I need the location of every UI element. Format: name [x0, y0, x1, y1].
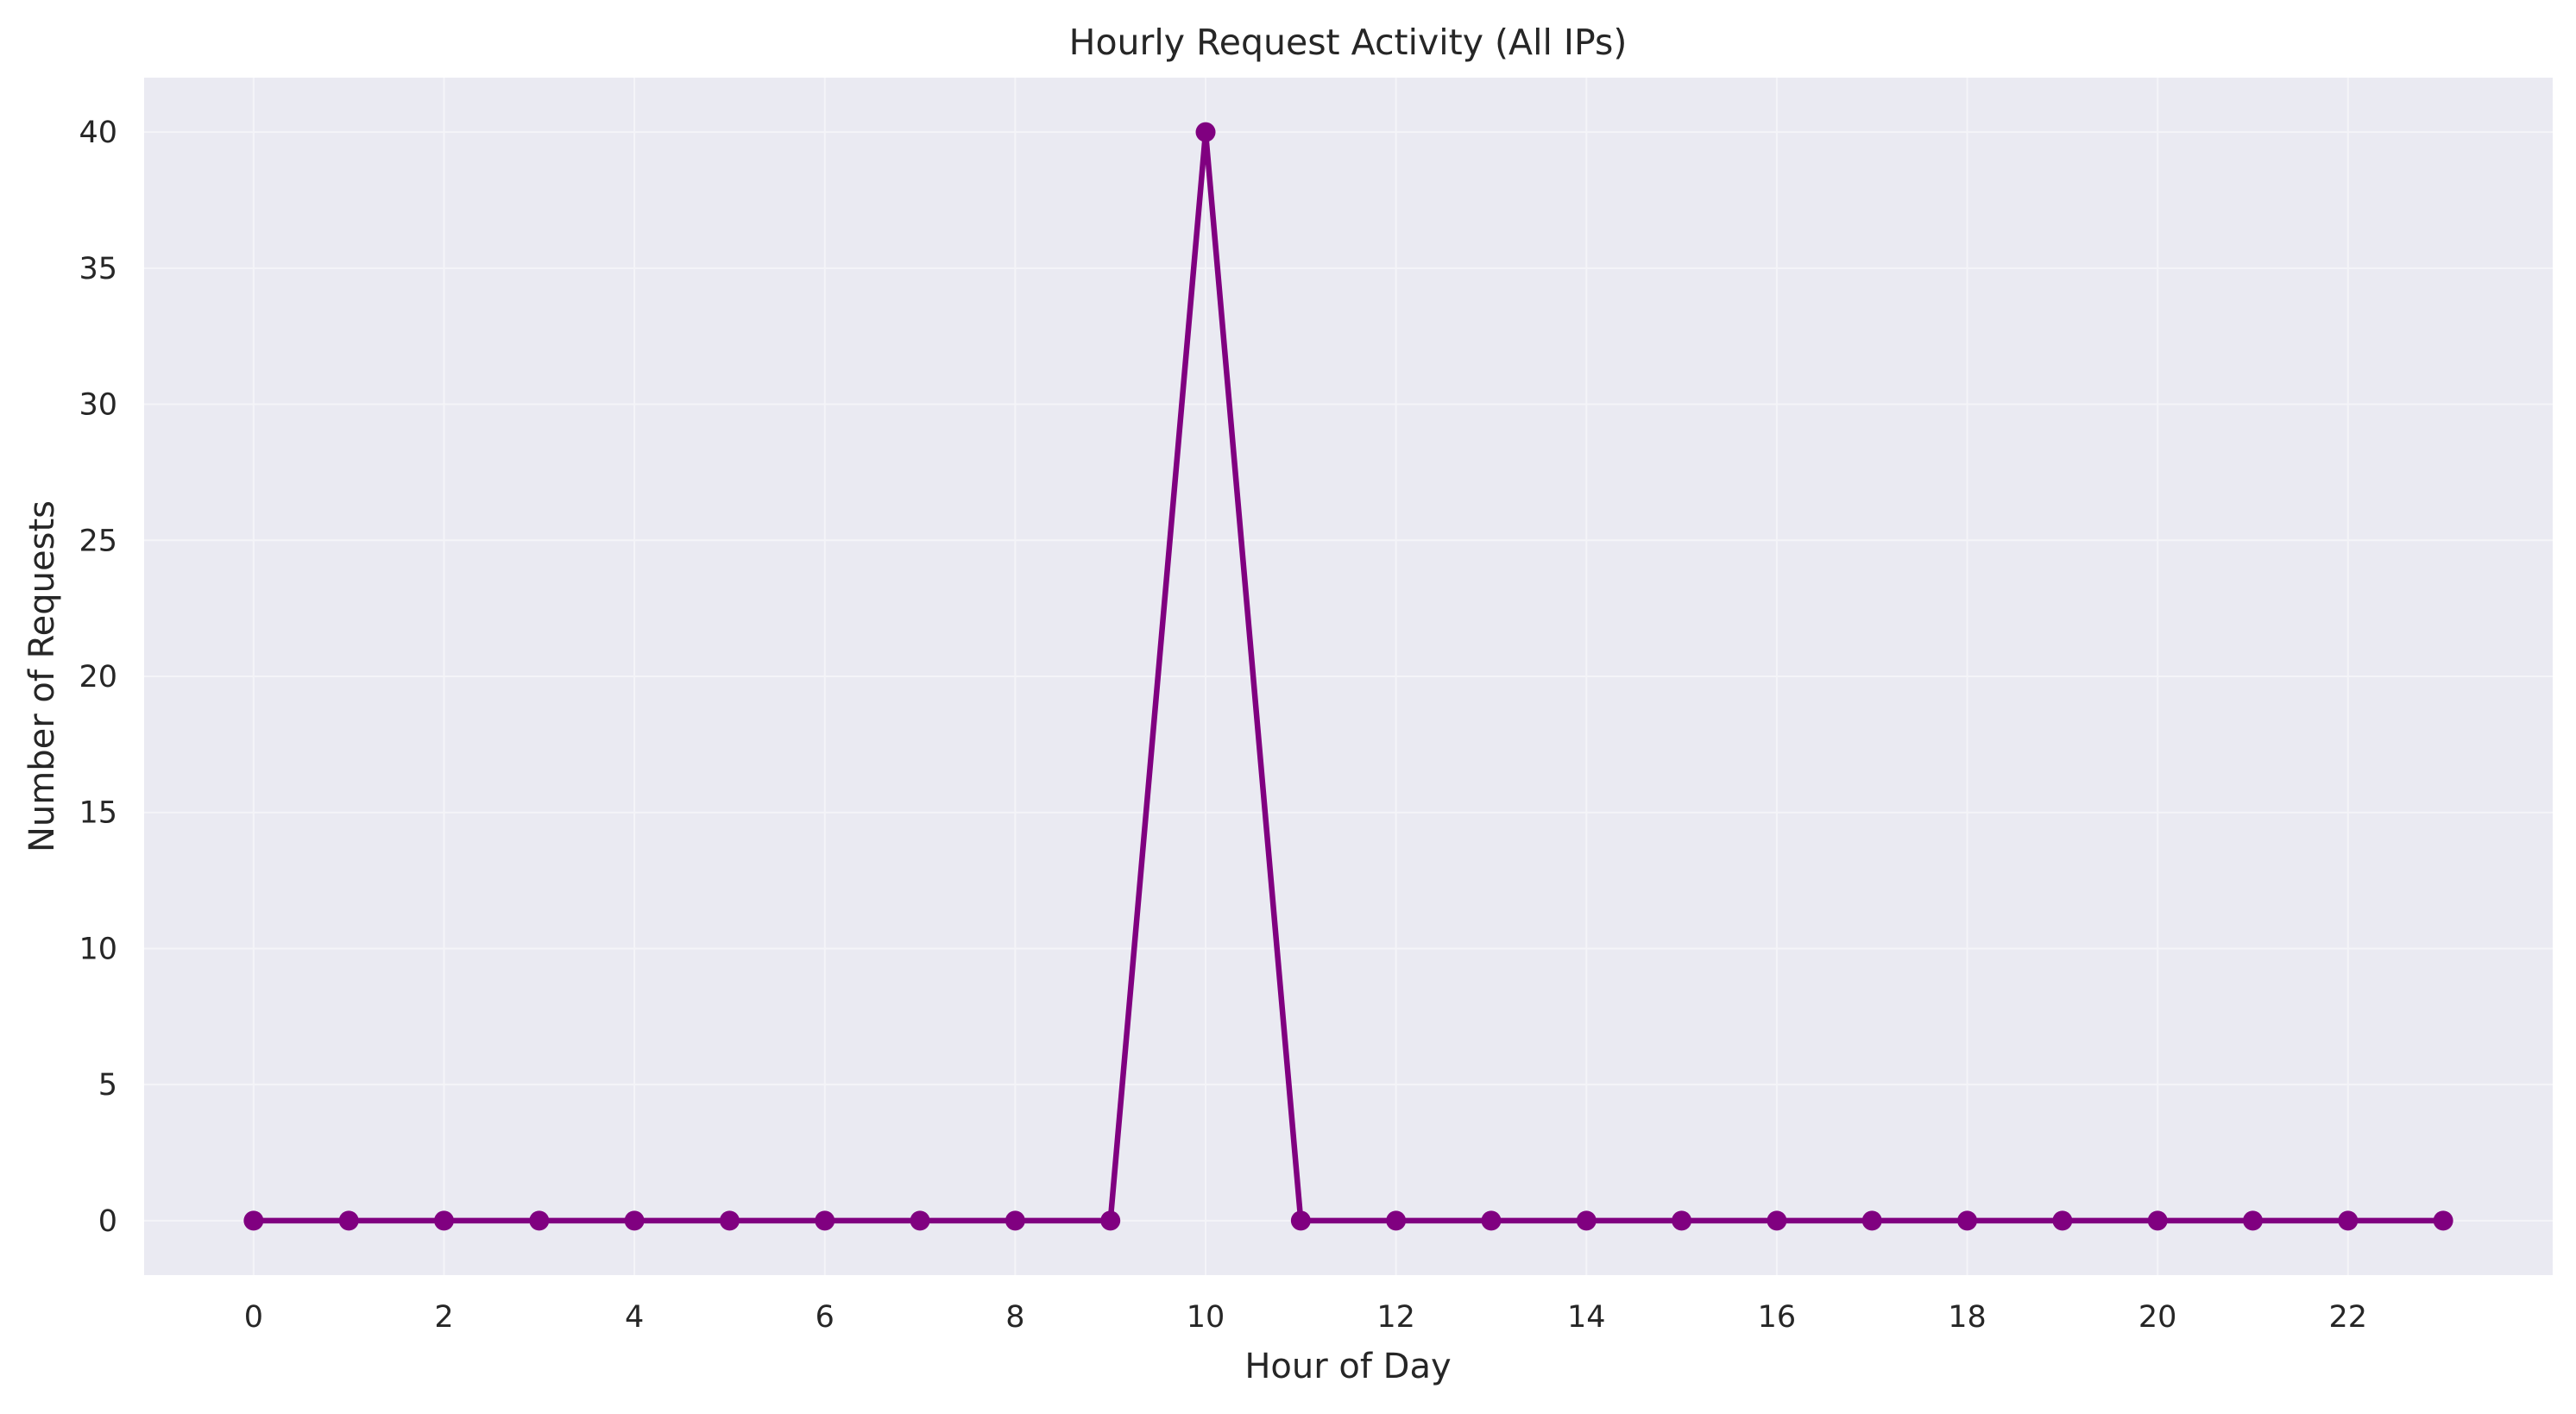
data-point: [2243, 1210, 2264, 1231]
data-point: [1100, 1210, 1121, 1231]
x-tick-label: 14: [1567, 1300, 1606, 1335]
y-tick-label: 0: [98, 1204, 117, 1239]
y-tick-label: 40: [79, 116, 117, 150]
tick-labels: 0 2 4 6 8 10 12 14 16 18 20 22 0 5 10 15 20 25 30 35 40: [79, 116, 2367, 1335]
chart-title: Hourly Request Activity (All IPs): [1069, 22, 1628, 63]
x-tick-label: 8: [1005, 1300, 1024, 1335]
y-tick-label: 5: [98, 1068, 117, 1103]
data-point: [338, 1210, 359, 1231]
x-tick-label: 12: [1376, 1300, 1415, 1335]
x-tick-label: 22: [2329, 1300, 2368, 1335]
y-tick-label: 30: [79, 388, 117, 423]
data-point: [2052, 1210, 2073, 1231]
data-point: [1957, 1210, 1978, 1231]
x-tick-label: 4: [625, 1300, 644, 1335]
data-point: [1861, 1210, 1882, 1231]
data-point: [624, 1210, 645, 1231]
series-layer: [243, 122, 2453, 1231]
data-point: [815, 1210, 835, 1231]
data-point: [529, 1210, 550, 1231]
series-line: [250, 129, 2447, 1224]
grid-lines: [144, 78, 2553, 1275]
y-tick-label: 35: [79, 252, 117, 286]
data-point: [1195, 122, 1216, 142]
y-tick-label: 25: [79, 524, 117, 558]
data-point: [719, 1210, 740, 1231]
data-point: [243, 1210, 264, 1231]
x-tick-label: 16: [1758, 1300, 1797, 1335]
data-point: [910, 1210, 930, 1231]
y-tick-label: 15: [79, 796, 117, 831]
data-point: [1672, 1210, 1692, 1231]
x-tick-label: 6: [816, 1300, 835, 1335]
x-tick-label: 18: [1948, 1300, 1987, 1335]
x-tick-label: 0: [244, 1300, 263, 1335]
x-tick-label: 20: [2138, 1300, 2177, 1335]
data-point: [1576, 1210, 1597, 1231]
x-tick-label: 10: [1187, 1300, 1225, 1335]
x-axis-label: Hour of Day: [1244, 1347, 1451, 1386]
data-point: [2338, 1210, 2359, 1231]
y-tick-label: 10: [79, 932, 117, 966]
data-point: [2433, 1210, 2453, 1231]
data-point: [2147, 1210, 2168, 1231]
data-point: [433, 1210, 454, 1231]
y-tick-label: 20: [79, 660, 117, 694]
x-tick-label: 2: [434, 1300, 453, 1335]
y-axis-label: Number of Requests: [22, 500, 62, 852]
data-point: [1290, 1210, 1311, 1231]
data-point: [1481, 1210, 1502, 1231]
data-point: [1767, 1210, 1787, 1231]
data-point: [1005, 1210, 1025, 1231]
data-point: [1386, 1210, 1407, 1231]
